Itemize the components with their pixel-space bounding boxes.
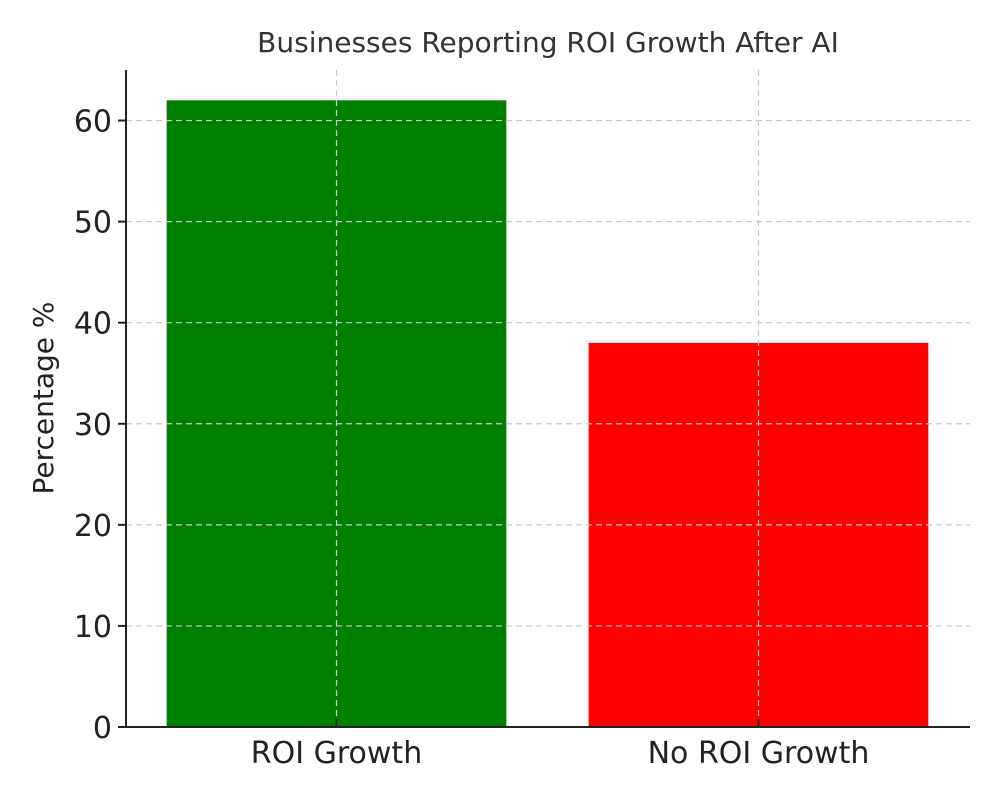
y-axis-label: Percentage % [27,301,60,494]
y-tick-label: 30 [74,408,112,443]
x-tick-label: ROI Growth [251,736,422,771]
y-tick-label: 10 [74,610,112,645]
plot-area: 0 10 20 30 40 50 60 ROI Growth No ROI Growth [74,70,970,771]
x-tick-label: No ROI Growth [648,736,870,771]
y-tick-label: 20 [74,509,112,544]
y-tick-label: 0 [93,711,112,746]
y-tick-label: 40 [74,307,112,342]
y-tick-label: 50 [74,206,112,241]
chart-title: Businesses Reporting ROI Growth After AI [257,26,839,59]
y-tick-label: 60 [74,105,112,140]
